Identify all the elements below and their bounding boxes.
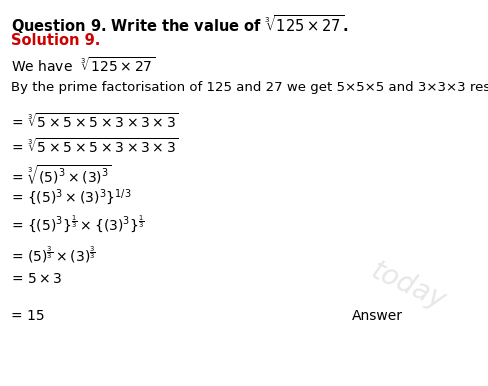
Text: Solution 9.: Solution 9. — [11, 33, 100, 48]
Text: = $\{(5)^3\}^{\frac{1}{3}} \times \{(3)^3\}^{\frac{1}{3}}$: = $\{(5)^3\}^{\frac{1}{3}} \times \{(3)^… — [11, 213, 144, 234]
Text: Question 9. Write the value of $\sqrt[3]{125 \times 27}$.: Question 9. Write the value of $\sqrt[3]… — [11, 14, 347, 36]
Text: = $\{(5)^3 \times (3)^3\}^{1/3}$: = $\{(5)^3 \times (3)^3\}^{1/3}$ — [11, 187, 131, 207]
Text: We have  $\sqrt[3]{125 \times 27}$: We have $\sqrt[3]{125 \times 27}$ — [11, 56, 155, 75]
Text: today: today — [366, 256, 449, 315]
Text: By the prime factorisation of 125 and 27 we get 5×5×5 and 3×3×3 respectively.: By the prime factorisation of 125 and 27… — [11, 81, 488, 94]
Text: = $\sqrt[3]{5 \times 5 \times 5 \times 3 \times 3 \times 3}$: = $\sqrt[3]{5 \times 5 \times 5 \times 3… — [11, 112, 178, 131]
Text: Answer: Answer — [351, 309, 402, 323]
Text: = $(5)^{\frac{3}{3}} \times (3)^{\frac{3}{3}}$: = $(5)^{\frac{3}{3}} \times (3)^{\frac{3… — [11, 245, 96, 266]
Text: = $\sqrt[3]{5 \times 5 \times 5 \times 3 \times 3 \times 3}$: = $\sqrt[3]{5 \times 5 \times 5 \times 3… — [11, 137, 178, 156]
Text: = 15: = 15 — [11, 309, 44, 323]
Text: = $\sqrt[3]{(5)^3 \times (3)^3}$: = $\sqrt[3]{(5)^3 \times (3)^3}$ — [11, 163, 111, 187]
Text: = $5 \times 3$: = $5 \times 3$ — [11, 272, 62, 286]
